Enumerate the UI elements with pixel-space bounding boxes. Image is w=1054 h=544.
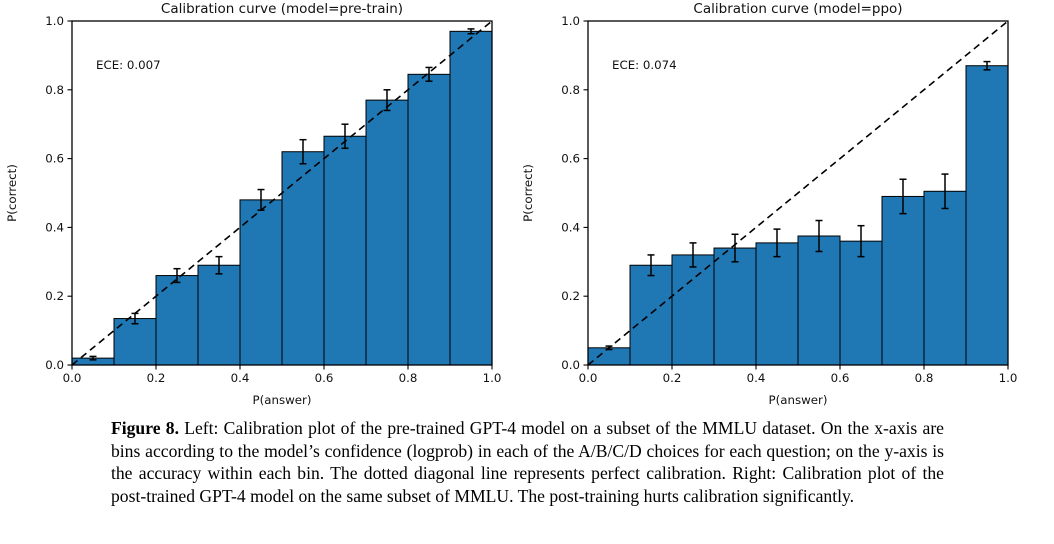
y-tick-label: 0.8 (45, 83, 64, 97)
y-tick-label: 0.4 (45, 220, 64, 234)
perfect-calibration-line (587, 20, 1009, 366)
y-tick-label: 0.6 (45, 152, 64, 166)
figure-caption: Figure 8. Left: Calibration plot of the … (111, 417, 944, 507)
perfect-calibration-line (71, 20, 493, 366)
ece-annotation: ECE: 0.074 (612, 58, 677, 72)
y-tick-label: 0.2 (45, 289, 64, 303)
ece-annotation: ECE: 0.007 (96, 58, 161, 72)
y-tick-label: 0.2 (561, 289, 580, 303)
axes-frame (587, 20, 1009, 366)
figure-caption-label: Figure 8. (111, 418, 179, 438)
y-axis-label: P(correct) (5, 164, 19, 222)
calibration-bar (587, 347, 631, 366)
calibration-bar (365, 99, 409, 366)
x-tick-label: 0.6 (831, 371, 850, 385)
figure-caption-text: Left: Calibration plot of the pre-traine… (111, 418, 944, 506)
calibration-bar (965, 65, 1009, 366)
axes-frame (71, 20, 493, 366)
chart-title: Calibration curve (model=pre-train) (161, 1, 403, 17)
calibration-bar (923, 190, 967, 366)
x-tick-label: 0.4 (747, 371, 766, 385)
calibration-bar (449, 30, 493, 366)
y-tick-label: 1.0 (45, 14, 64, 28)
x-axis-label: P(answer) (769, 393, 828, 407)
calibration-bar (323, 135, 367, 366)
y-tick-label: 1.0 (561, 14, 580, 28)
x-tick-label: 0.0 (63, 371, 82, 385)
x-tick-label: 0.0 (579, 371, 598, 385)
x-tick-label: 0.8 (915, 371, 934, 385)
x-tick-label: 0.4 (231, 371, 250, 385)
calibration-chart-pretrain: 0.0 0.2 0.4 0.6 0.8 1.0 0.0 0.2 0.4 0.6 0.8 1.0 Cali… (5, 1, 502, 407)
calibration-bar (197, 264, 241, 366)
calibration-bar (755, 242, 799, 366)
y-tick-label: 0.0 (45, 358, 64, 372)
y-axis-label: P(correct) (521, 164, 535, 222)
x-tick-label: 1.0 (483, 371, 502, 385)
calibration-bar (407, 73, 451, 366)
calibration-chart-ppo: 0.0 0.2 0.4 0.6 0.8 1.0 0.0 0.2 0.4 0.6 0.8 1.0 Cali… (521, 1, 1018, 407)
chart-title: Calibration curve (model=ppo) (693, 1, 902, 17)
calibration-bar (839, 240, 883, 366)
calibration-bar (881, 195, 925, 366)
x-tick-label: 0.6 (315, 371, 334, 385)
calibration-bar (239, 199, 283, 366)
y-tick-label: 0.0 (561, 358, 580, 372)
calibration-bar (281, 151, 325, 366)
y-tick-label: 0.8 (561, 83, 580, 97)
calibration-bar (797, 235, 841, 366)
calibration-bar (713, 247, 757, 366)
calibration-bar (155, 275, 199, 366)
y-tick-label: 0.4 (561, 220, 580, 234)
x-tick-label: 0.8 (399, 371, 418, 385)
x-tick-label: 0.2 (663, 371, 682, 385)
x-tick-label: 1.0 (999, 371, 1018, 385)
y-tick-label: 0.6 (561, 152, 580, 166)
calibration-bar (629, 264, 673, 366)
x-axis-label: P(answer) (253, 393, 312, 407)
calibration-bar (671, 254, 715, 366)
x-tick-label: 0.2 (147, 371, 166, 385)
